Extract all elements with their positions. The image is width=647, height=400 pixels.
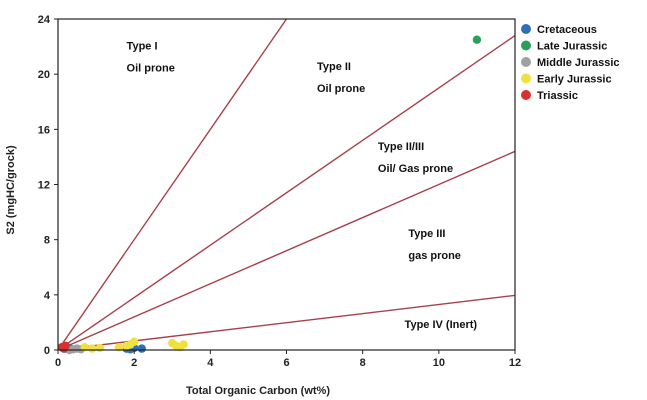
legend-label: Middle Jurassic <box>537 57 620 69</box>
data-point <box>179 340 188 349</box>
y-tick-label: 20 <box>38 69 50 81</box>
x-axis-title: Total Organic Carbon (wt%) <box>186 385 330 397</box>
data-point <box>95 343 105 353</box>
data-point <box>59 344 68 353</box>
x-tick-label: 6 <box>283 357 289 369</box>
y-tick-label: 16 <box>38 124 50 136</box>
data-point <box>472 35 482 44</box>
legend: Cretaceous Late Jurassic Middle Jurassic Ea… <box>521 24 620 102</box>
y-tick-label: 12 <box>38 180 50 192</box>
data-point <box>80 343 89 352</box>
legend-marker <box>521 57 531 67</box>
data-point <box>137 344 146 353</box>
x-tick-label: 2 <box>131 357 137 369</box>
boundary-line-2 <box>58 34 515 350</box>
legend-label: Early Jurassic <box>537 74 612 86</box>
y-tick-label: 24 <box>38 14 51 26</box>
x-tick-label: 4 <box>207 357 214 369</box>
boundary-line-3 <box>58 150 515 350</box>
legend-marker <box>521 24 531 34</box>
x-tick-label: 12 <box>509 357 521 369</box>
legend-label: Triassic <box>537 90 578 102</box>
legend-marker <box>521 90 531 100</box>
legend-marker <box>521 40 531 51</box>
region-labels: Type I Oil prone Type II Oil prone Type II/I… <box>127 40 478 331</box>
legend-marker <box>521 73 531 84</box>
y-tick-label: 0 <box>44 345 50 357</box>
data-point <box>88 344 97 353</box>
legend-label: Cretaceous <box>537 24 597 36</box>
data-point <box>114 343 124 352</box>
x-tick-label: 10 <box>433 357 445 369</box>
y-axis-title: S2 (mgHC/grock) <box>5 145 17 235</box>
data-point <box>129 337 139 346</box>
region-label-2: Type II Oil prone <box>317 61 365 95</box>
region-label-1: Type I Oil prone <box>127 40 175 74</box>
plot-area <box>57 18 516 355</box>
y-tick-label: 8 <box>44 235 50 247</box>
y-tick-label: 4 <box>44 290 51 302</box>
legend-label: Late Jurassic <box>537 41 607 53</box>
boundary-line-1 <box>58 19 288 350</box>
x-tick-label: 0 <box>55 357 61 369</box>
x-tick-label: 8 <box>360 357 366 369</box>
region-label-4: Type III gas prone <box>408 228 461 262</box>
region-label-5: Type IV (Inert) <box>405 319 478 331</box>
region-label-3: Type II/III Oil/ Gas prone <box>378 141 453 175</box>
